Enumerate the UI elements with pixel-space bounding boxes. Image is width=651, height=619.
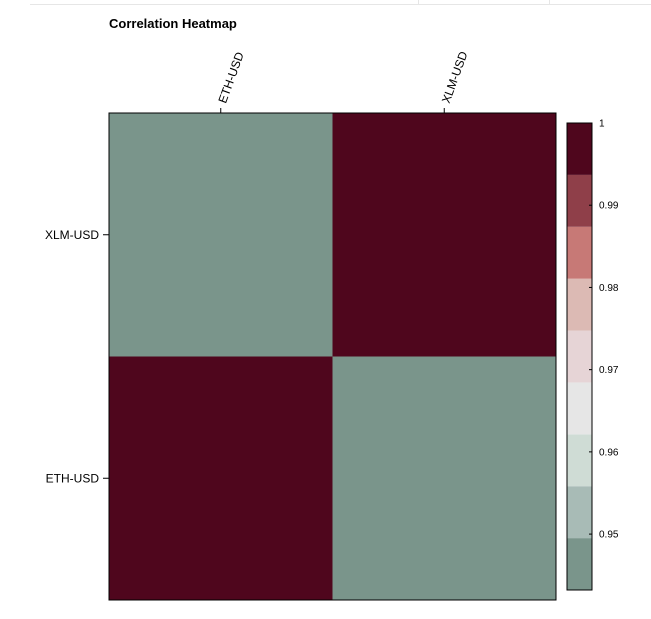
colorbar-tick-label: 0.99 xyxy=(599,201,619,212)
colorbar-segment xyxy=(567,538,592,590)
y-tick-label-eth-usd: ETH-USD xyxy=(46,471,100,485)
x-tick-label-eth-usd: ETH-USD xyxy=(215,50,247,105)
colorbar-tick-label: 0.97 xyxy=(599,365,619,376)
toolbar-divider xyxy=(418,0,419,4)
colorbar-segment xyxy=(567,174,592,227)
heatmap-cell-eth-usd-xlm-usd xyxy=(332,356,556,600)
x-tick-label-xlm-usd: XLM-USD xyxy=(439,49,471,105)
colorbar-segment xyxy=(567,278,592,331)
top-toolbar-strip xyxy=(30,0,651,5)
colorbar-segment xyxy=(567,382,592,435)
heatmap-cell-eth-usd-eth-usd xyxy=(109,356,333,600)
heatmap-cell-xlm-usd-eth-usd xyxy=(109,113,333,357)
colorbar-segment xyxy=(567,486,592,539)
chart-title: Correlation Heatmap xyxy=(109,16,237,31)
toolbar-divider xyxy=(549,0,550,4)
colorbar-segment xyxy=(567,226,592,279)
colorbar-tick-label: 0.98 xyxy=(599,283,619,294)
colorbar-segment xyxy=(567,434,592,487)
colorbar-tick-label: 0.95 xyxy=(599,530,619,541)
colorbar-tick-label: 1 xyxy=(599,119,605,130)
colorbar-segment xyxy=(567,123,592,175)
colorbar-frame xyxy=(566,122,593,591)
colorbar-segment xyxy=(567,330,592,383)
plot-frame xyxy=(108,112,557,601)
y-tick-label-xlm-usd: XLM-USD xyxy=(45,228,99,242)
heatmap-cell-xlm-usd-xlm-usd xyxy=(332,113,556,357)
colorbar-tick-label: 0.96 xyxy=(599,447,619,458)
